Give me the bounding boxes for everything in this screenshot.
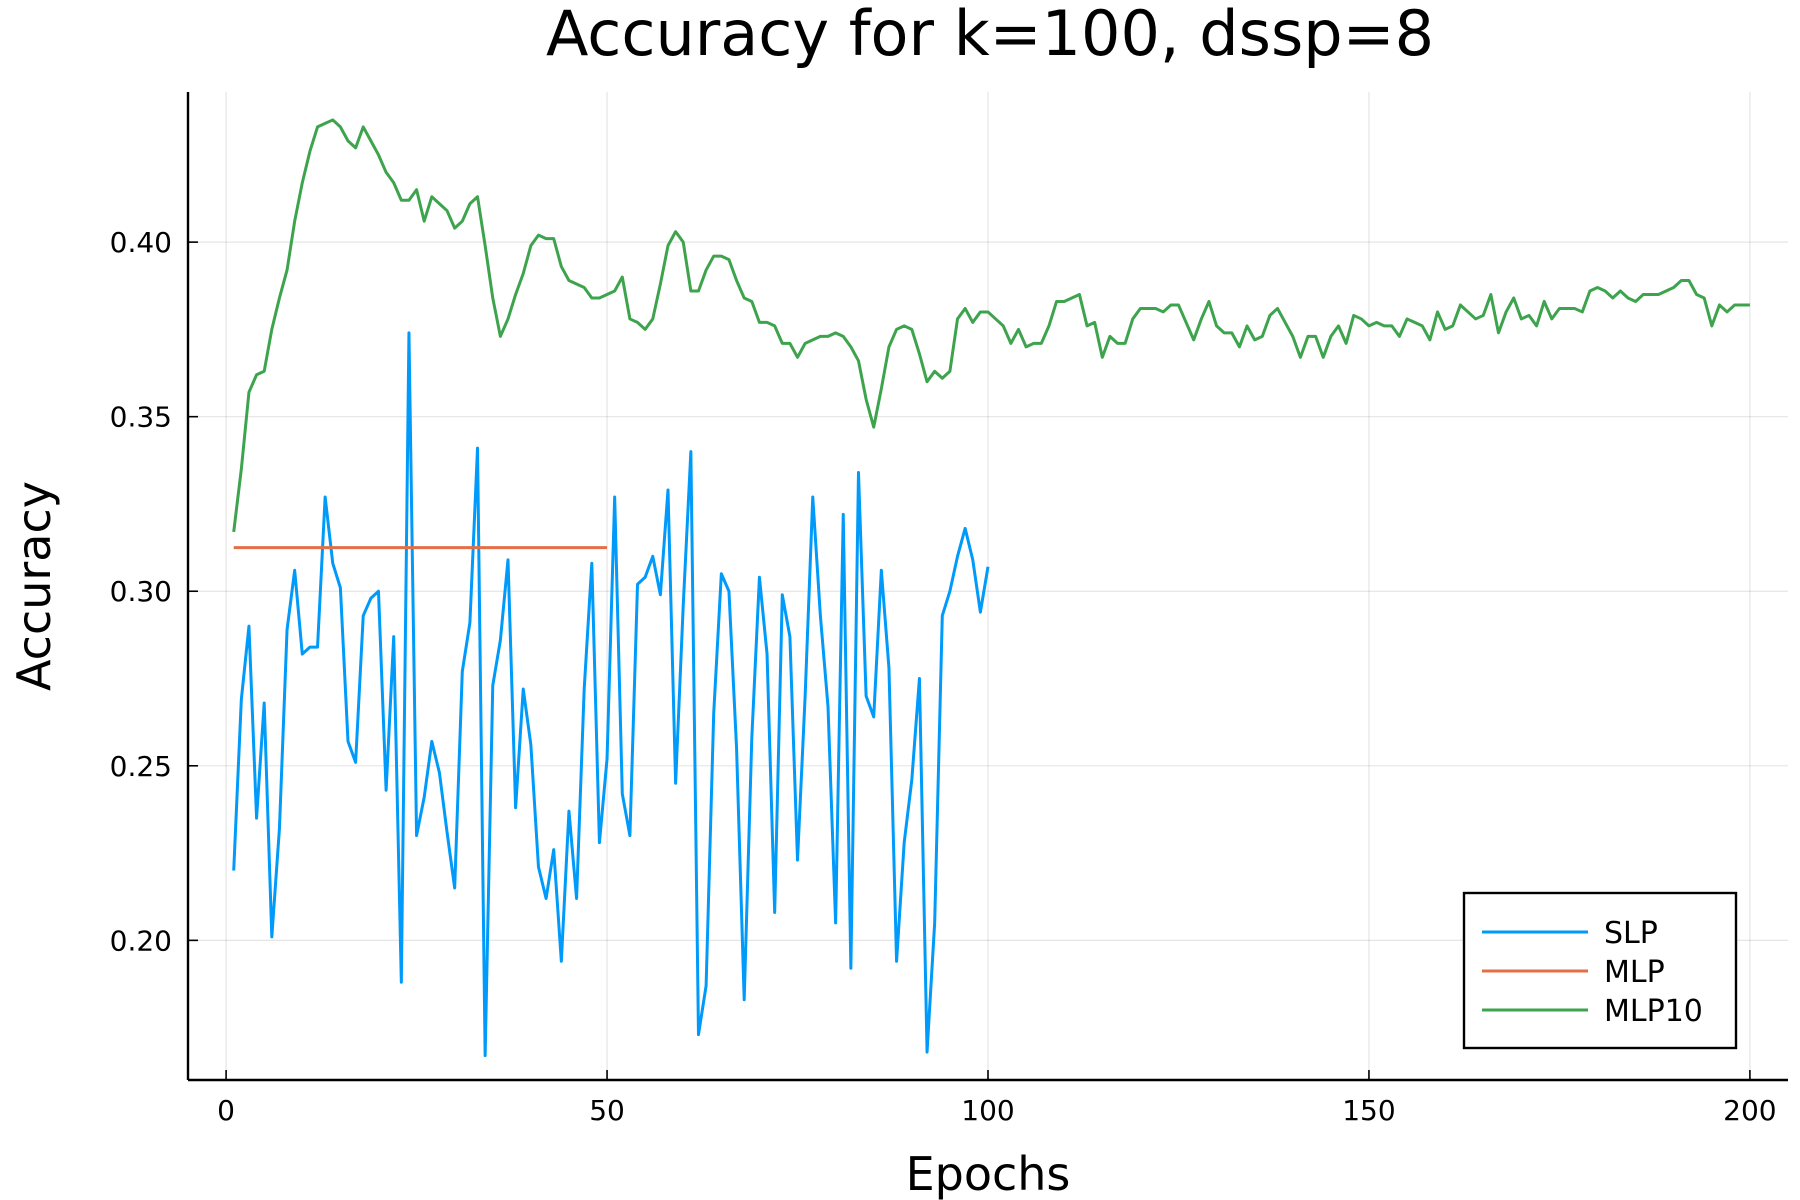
y-tick-label: 0.40 [110, 226, 172, 259]
y-tick-label: 0.30 [110, 575, 172, 608]
x-tick-label: 50 [589, 1094, 625, 1127]
y-tick-label: 0.20 [110, 924, 172, 957]
series-line-mlp10 [232, 118, 1750, 533]
legend-label-mlp: MLP [1604, 955, 1665, 990]
y-axis-title: Accuracy [7, 481, 61, 691]
legend: SLP MLP MLP10 [1462, 891, 1738, 1050]
legend-label-mlp10: MLP10 [1604, 994, 1703, 1029]
y-tick-label: 0.35 [110, 401, 172, 434]
x-tick-label: 100 [961, 1094, 1014, 1127]
x-tick-label: 200 [1723, 1094, 1776, 1127]
y-tick-label: 0.25 [110, 750, 172, 783]
series-line-slp [232, 331, 990, 1058]
grid [188, 92, 1788, 1080]
axes [186, 92, 1788, 1082]
series-lines [232, 118, 1750, 1058]
tick-labels: 0 50 100 150 200 0.20 0.25 0.30 0.35 0.40 [110, 226, 1777, 1127]
legend-label-slp: SLP [1604, 916, 1658, 951]
x-tick-label: 0 [217, 1094, 235, 1127]
x-axis-title: Epochs [906, 1147, 1071, 1200]
x-tick-label: 150 [1342, 1094, 1395, 1127]
chart-title: Accuracy for k=100, dssp=8 [546, 0, 1434, 70]
